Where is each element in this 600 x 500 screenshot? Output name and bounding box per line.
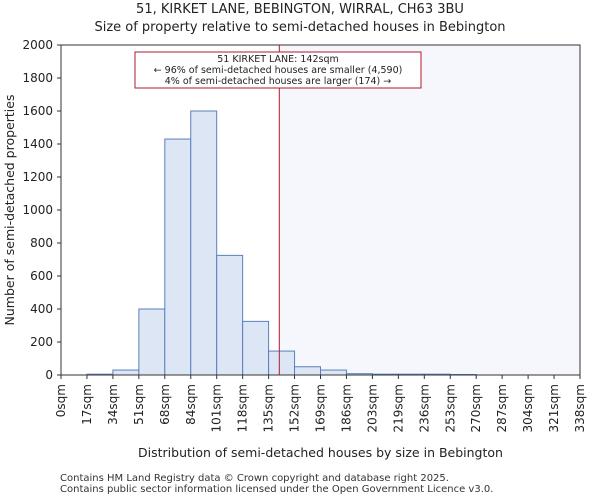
y-tick-label: 400 bbox=[30, 302, 53, 316]
x-tick-label: 17sqm bbox=[80, 384, 94, 425]
x-axis-label: Distribution of semi-detached houses by … bbox=[138, 445, 503, 460]
y-tick-label: 1000 bbox=[22, 203, 53, 217]
x-tick-label: 338sqm bbox=[573, 384, 587, 432]
x-tick-label: 135sqm bbox=[262, 384, 276, 432]
bar-101sqm bbox=[216, 254, 244, 376]
x-tick-label: 203sqm bbox=[365, 384, 379, 432]
bar-135sqm bbox=[268, 350, 296, 376]
y-axis-label: Number of semi-detached properties bbox=[2, 95, 17, 326]
x-tick-label: 219sqm bbox=[391, 384, 405, 432]
y-tick-label: 1800 bbox=[22, 71, 53, 85]
x-tick-label: 186sqm bbox=[339, 384, 353, 432]
x-tick-label: 270sqm bbox=[469, 384, 483, 432]
x-tick-label: 253sqm bbox=[443, 384, 457, 432]
bar-68sqm bbox=[164, 138, 192, 376]
bar-152sqm bbox=[294, 366, 321, 376]
histogram-chart: 0 200 400 600 800 1000 1200 1400 1600 1800 2000 0sq… bbox=[2, 38, 587, 460]
annotation-line-2: ← 96% of semi-detached houses are smalle… bbox=[154, 65, 403, 76]
x-tick-label: 68sqm bbox=[158, 384, 172, 425]
x-tick-label: 34sqm bbox=[106, 384, 120, 425]
footer-line-2: Contains public sector information licen… bbox=[60, 484, 494, 495]
y-tick-label: 1400 bbox=[22, 137, 53, 151]
chart-title: 51, KIRKET LANE, BEBINGTON, WIRRAL, CH63… bbox=[136, 2, 464, 17]
x-tick-label: 51sqm bbox=[132, 384, 146, 425]
x-tick-label: 287sqm bbox=[495, 384, 509, 432]
larger-region-highlight bbox=[279, 45, 580, 375]
x-tick-label: 0sqm bbox=[54, 384, 68, 417]
y-tick-label: 0 bbox=[45, 368, 53, 382]
chart-subtitle: Size of property relative to semi-detach… bbox=[94, 20, 506, 35]
bar-51sqm bbox=[138, 308, 166, 376]
bar-169sqm bbox=[320, 369, 347, 376]
bar-34sqm bbox=[112, 369, 140, 376]
annotation-line-3: 4% of semi-detached houses are larger (1… bbox=[165, 76, 392, 87]
y-tick-label: 800 bbox=[30, 236, 53, 250]
x-tick-label: 304sqm bbox=[521, 384, 535, 432]
bar-84sqm bbox=[190, 110, 218, 376]
annotation-box bbox=[134, 51, 422, 89]
y-tick-label: 2000 bbox=[22, 38, 53, 52]
x-tick-label: 321sqm bbox=[547, 384, 561, 432]
y-tick-label: 600 bbox=[30, 269, 53, 283]
y-tick-label: 1200 bbox=[22, 170, 53, 184]
footer-line-1: Contains HM Land Registry data © Crown c… bbox=[60, 473, 449, 484]
x-tick-label: 169sqm bbox=[314, 384, 328, 432]
x-tick-label: 118sqm bbox=[236, 384, 250, 432]
x-tick-label: 152sqm bbox=[288, 384, 302, 432]
marker-annotation: 51 KIRKET LANE: 142sqm← 96% of semi-deta… bbox=[134, 51, 422, 89]
x-tick-label: 84sqm bbox=[184, 384, 198, 425]
x-tick-label: 101sqm bbox=[210, 384, 224, 432]
x-tick-label: 236sqm bbox=[417, 384, 431, 432]
y-tick-label: 200 bbox=[30, 335, 53, 349]
annotation-line-1: 51 KIRKET LANE: 142sqm bbox=[217, 54, 339, 65]
y-tick-label: 1600 bbox=[22, 104, 53, 118]
bar-118sqm bbox=[242, 320, 270, 376]
